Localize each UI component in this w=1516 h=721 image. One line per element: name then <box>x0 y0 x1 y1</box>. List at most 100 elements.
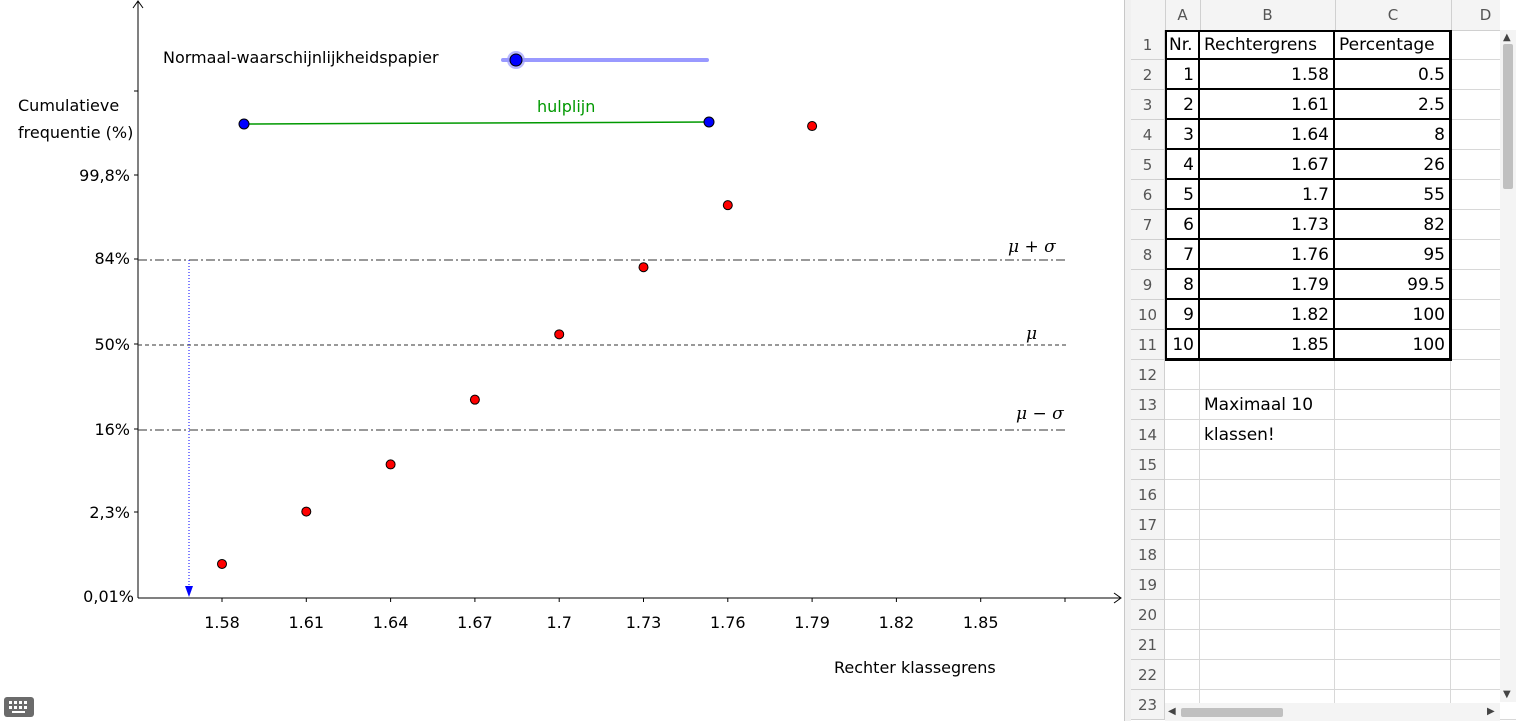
spreadsheet-cell[interactable] <box>1165 480 1200 510</box>
spreadsheet-cell[interactable] <box>1200 360 1335 390</box>
spreadsheet-cell[interactable] <box>1451 480 1516 510</box>
table-header-cell[interactable]: Percentage <box>1335 30 1451 60</box>
spreadsheet-cell[interactable] <box>1200 660 1335 690</box>
note-cell[interactable]: Maximaal 10 <box>1200 390 1335 420</box>
column-header-a[interactable]: A <box>1165 0 1201 30</box>
table-cell[interactable]: 82 <box>1335 210 1451 240</box>
table-cell[interactable]: 55 <box>1335 180 1451 210</box>
spreadsheet-cell[interactable] <box>1451 210 1516 240</box>
spreadsheet-cell[interactable] <box>1165 390 1200 420</box>
spreadsheet-cell[interactable] <box>1451 30 1516 60</box>
table-header-cell[interactable]: Nr. <box>1165 30 1200 60</box>
spreadsheet-cell[interactable] <box>1200 570 1335 600</box>
spreadsheet-cell[interactable] <box>1200 540 1335 570</box>
helper-line[interactable] <box>243 121 710 125</box>
spreadsheet-cell[interactable] <box>1335 480 1451 510</box>
row-header[interactable]: 9 <box>1131 270 1165 300</box>
data-point[interactable] <box>638 262 649 273</box>
spreadsheet-cell[interactable] <box>1335 540 1451 570</box>
corner-cell[interactable] <box>1131 0 1166 30</box>
data-point[interactable] <box>217 558 227 569</box>
table-cell[interactable]: 9 <box>1165 300 1200 330</box>
table-cell[interactable]: 26 <box>1335 150 1451 180</box>
spreadsheet-cell[interactable] <box>1200 450 1335 480</box>
spreadsheet-cell[interactable] <box>1335 510 1451 540</box>
table-cell[interactable]: 1.67 <box>1200 150 1335 180</box>
spreadsheet-cell[interactable] <box>1451 660 1516 690</box>
table-cell[interactable]: 100 <box>1335 300 1451 330</box>
note-cell[interactable]: klassen! <box>1200 420 1335 450</box>
table-cell[interactable]: 7 <box>1165 240 1200 270</box>
table-cell[interactable]: 2 <box>1165 90 1200 120</box>
table-cell[interactable]: 1 <box>1165 60 1200 90</box>
scroll-right-icon[interactable]: ▶ <box>1487 706 1495 717</box>
spreadsheet-cell[interactable] <box>1165 660 1200 690</box>
table-cell[interactable]: 8 <box>1165 270 1200 300</box>
spreadsheet-cell[interactable] <box>1200 480 1335 510</box>
view-divider[interactable] <box>1124 0 1132 721</box>
table-cell[interactable]: 10 <box>1165 330 1200 360</box>
table-cell[interactable]: 3 <box>1165 120 1200 150</box>
data-point[interactable] <box>554 329 565 340</box>
spreadsheet-cell[interactable] <box>1165 450 1200 480</box>
row-header[interactable]: 6 <box>1131 180 1165 210</box>
table-cell[interactable]: 1.79 <box>1200 270 1335 300</box>
spreadsheet-cell[interactable] <box>1335 420 1451 450</box>
table-cell[interactable]: 100 <box>1335 330 1451 360</box>
table-cell[interactable]: 4 <box>1165 150 1200 180</box>
data-point[interactable] <box>385 459 396 470</box>
spreadsheet-cell[interactable] <box>1335 570 1451 600</box>
table-cell[interactable]: 1.61 <box>1200 90 1335 120</box>
spreadsheet-cell[interactable] <box>1335 630 1451 660</box>
row-header[interactable]: 10 <box>1131 300 1165 330</box>
table-cell[interactable]: 1.73 <box>1200 210 1335 240</box>
spreadsheet-cell[interactable] <box>1451 90 1516 120</box>
spreadsheet-cell[interactable] <box>1335 450 1451 480</box>
spreadsheet-cell[interactable] <box>1165 570 1200 600</box>
scroll-up-icon[interactable]: ▲ <box>1503 32 1511 43</box>
table-cell[interactable]: 8 <box>1335 120 1451 150</box>
data-point[interactable] <box>301 506 312 517</box>
data-point[interactable] <box>722 200 733 211</box>
spreadsheet-cell[interactable] <box>1451 60 1516 90</box>
spreadsheet-cell[interactable] <box>1451 450 1516 480</box>
vertical-scroll-thumb[interactable] <box>1503 44 1513 189</box>
scroll-down-icon[interactable]: ▼ <box>1503 689 1511 700</box>
scroll-left-icon[interactable]: ◀ <box>1168 706 1176 717</box>
graphics-view[interactable]: Cumulatieve frequentie (%) Rechter klass… <box>0 0 1124 721</box>
table-cell[interactable]: 95 <box>1335 240 1451 270</box>
spreadsheet-cell[interactable] <box>1165 510 1200 540</box>
vertical-scrollbar[interactable]: ▲ ▼ <box>1500 30 1516 702</box>
table-cell[interactable]: 2.5 <box>1335 90 1451 120</box>
row-header[interactable]: 19 <box>1131 570 1165 600</box>
table-cell[interactable]: 99.5 <box>1335 270 1451 300</box>
row-header[interactable]: 17 <box>1131 510 1165 540</box>
spreadsheet-view[interactable]: A B C D 1 2 3 4 5 6 7 8 9 10 11 12 13 14 15 16 17 18 19 20 2… <box>1131 0 1516 721</box>
spreadsheet-cell[interactable] <box>1451 180 1516 210</box>
horizontal-scroll-thumb[interactable] <box>1181 708 1283 717</box>
spreadsheet-cell[interactable] <box>1165 630 1200 660</box>
spreadsheet-cell[interactable] <box>1335 360 1451 390</box>
row-header[interactable]: 1 <box>1131 30 1165 60</box>
row-header[interactable]: 4 <box>1131 120 1165 150</box>
spreadsheet-cell[interactable] <box>1451 630 1516 660</box>
spreadsheet-cell[interactable] <box>1165 600 1200 630</box>
spreadsheet-cell[interactable] <box>1451 510 1516 540</box>
row-header[interactable]: 14 <box>1131 420 1165 450</box>
row-header[interactable]: 23 <box>1131 690 1165 720</box>
spreadsheet-cell[interactable] <box>1200 510 1335 540</box>
table-cell[interactable]: 1.64 <box>1200 120 1335 150</box>
spreadsheet-cell[interactable] <box>1451 420 1516 450</box>
horizontal-scrollbar[interactable]: ◀ ▶ <box>1165 703 1500 721</box>
row-header[interactable]: 22 <box>1131 660 1165 690</box>
row-header[interactable]: 2 <box>1131 60 1165 90</box>
spreadsheet-cell[interactable] <box>1451 240 1516 270</box>
table-cell[interactable]: 0.5 <box>1335 60 1451 90</box>
column-header-d[interactable]: D <box>1451 0 1516 30</box>
spreadsheet-cell[interactable] <box>1451 150 1516 180</box>
row-header[interactable]: 7 <box>1131 210 1165 240</box>
spreadsheet-cell[interactable] <box>1451 540 1516 570</box>
table-cell[interactable]: 1.58 <box>1200 60 1335 90</box>
spreadsheet-cell[interactable] <box>1165 540 1200 570</box>
spreadsheet-cell[interactable] <box>1451 330 1516 360</box>
